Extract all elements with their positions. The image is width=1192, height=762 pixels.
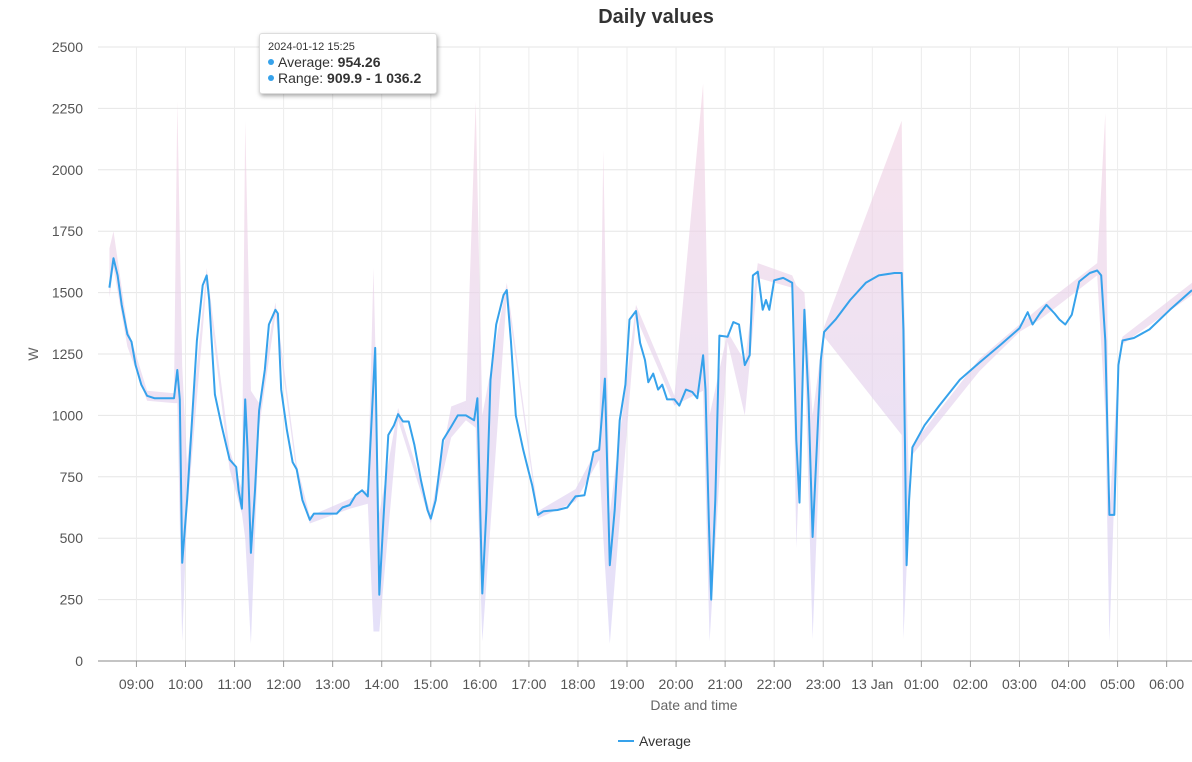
series-dot-icon bbox=[268, 59, 274, 65]
x-axis-title: Date and time bbox=[650, 697, 737, 713]
x-tick-label: 13 Jan bbox=[851, 676, 893, 692]
tooltip-range-value: 909.9 - 1 036.2 bbox=[327, 70, 422, 86]
tooltip-average-label: Average: bbox=[278, 54, 338, 70]
y-tick-label: 1750 bbox=[52, 223, 83, 239]
x-tick-label: 10:00 bbox=[168, 676, 203, 692]
average-series-line bbox=[108, 257, 1192, 601]
tooltip-timestamp: 2024-01-12 15:25 bbox=[268, 41, 355, 53]
x-tick-label: 17:00 bbox=[511, 676, 546, 692]
y-tick-label: 750 bbox=[60, 469, 84, 485]
x-tick-label: 21:00 bbox=[708, 676, 743, 692]
y-axis-title: W bbox=[25, 347, 41, 361]
grid bbox=[98, 46, 1192, 661]
y-tick-label: 1500 bbox=[52, 285, 83, 301]
y-tick-label: 1250 bbox=[52, 346, 83, 362]
x-tick-label: 03:00 bbox=[1002, 676, 1037, 692]
x-tick-label: 14:00 bbox=[364, 676, 399, 692]
tooltip-average-value: 954.26 bbox=[337, 54, 381, 70]
x-tick-label: 09:00 bbox=[119, 676, 154, 692]
x-tick-label: 16:00 bbox=[462, 676, 497, 692]
x-tick-label: 06:00 bbox=[1149, 676, 1184, 692]
series-dot-icon bbox=[268, 75, 274, 81]
axes: 0 250 500 750 1000 1250 1500 1750 2000 2250 2500 09… bbox=[52, 39, 1192, 692]
y-tick-label: 250 bbox=[60, 592, 84, 608]
tooltip: 2024-01-12 15:25 Average: 954.26 Range: … bbox=[259, 33, 437, 94]
x-tick-label: 04:00 bbox=[1051, 676, 1086, 692]
x-tick-label: 18:00 bbox=[560, 676, 595, 692]
x-tick-label: 20:00 bbox=[659, 676, 694, 692]
legend-item-average[interactable]: Average bbox=[618, 733, 691, 749]
chart-title: Daily values bbox=[598, 6, 714, 28]
x-tick-label: 11:00 bbox=[218, 676, 252, 692]
tooltip-average: Average: 954.26 bbox=[268, 54, 428, 70]
y-tick-label: 2250 bbox=[52, 100, 83, 116]
x-tick-label: 05:00 bbox=[1100, 676, 1135, 692]
y-tick-label: 2000 bbox=[52, 162, 83, 178]
x-tick-label: 22:00 bbox=[757, 676, 792, 692]
legend-label: Average bbox=[639, 733, 691, 749]
average-line bbox=[108, 257, 1192, 601]
x-tick-label: 23:00 bbox=[806, 676, 841, 692]
tooltip-range-label: Range: bbox=[278, 70, 328, 86]
y-tick-label: 500 bbox=[60, 530, 84, 546]
range-band bbox=[109, 83, 1192, 644]
x-tick-label: 01:00 bbox=[904, 676, 939, 692]
range-area bbox=[109, 83, 1192, 644]
tooltip-range: Range: 909.9 - 1 036.2 bbox=[268, 70, 428, 86]
y-tick-label: 2500 bbox=[52, 39, 83, 55]
x-tick-label: 15:00 bbox=[413, 676, 448, 692]
x-tick-label: 13:00 bbox=[315, 676, 350, 692]
y-tick-label: 1000 bbox=[52, 407, 83, 423]
x-tick-label: 12:00 bbox=[266, 676, 301, 692]
y-tick-label: 0 bbox=[75, 653, 83, 669]
x-tick-label: 19:00 bbox=[609, 676, 644, 692]
x-tick-label: 02:00 bbox=[953, 676, 988, 692]
